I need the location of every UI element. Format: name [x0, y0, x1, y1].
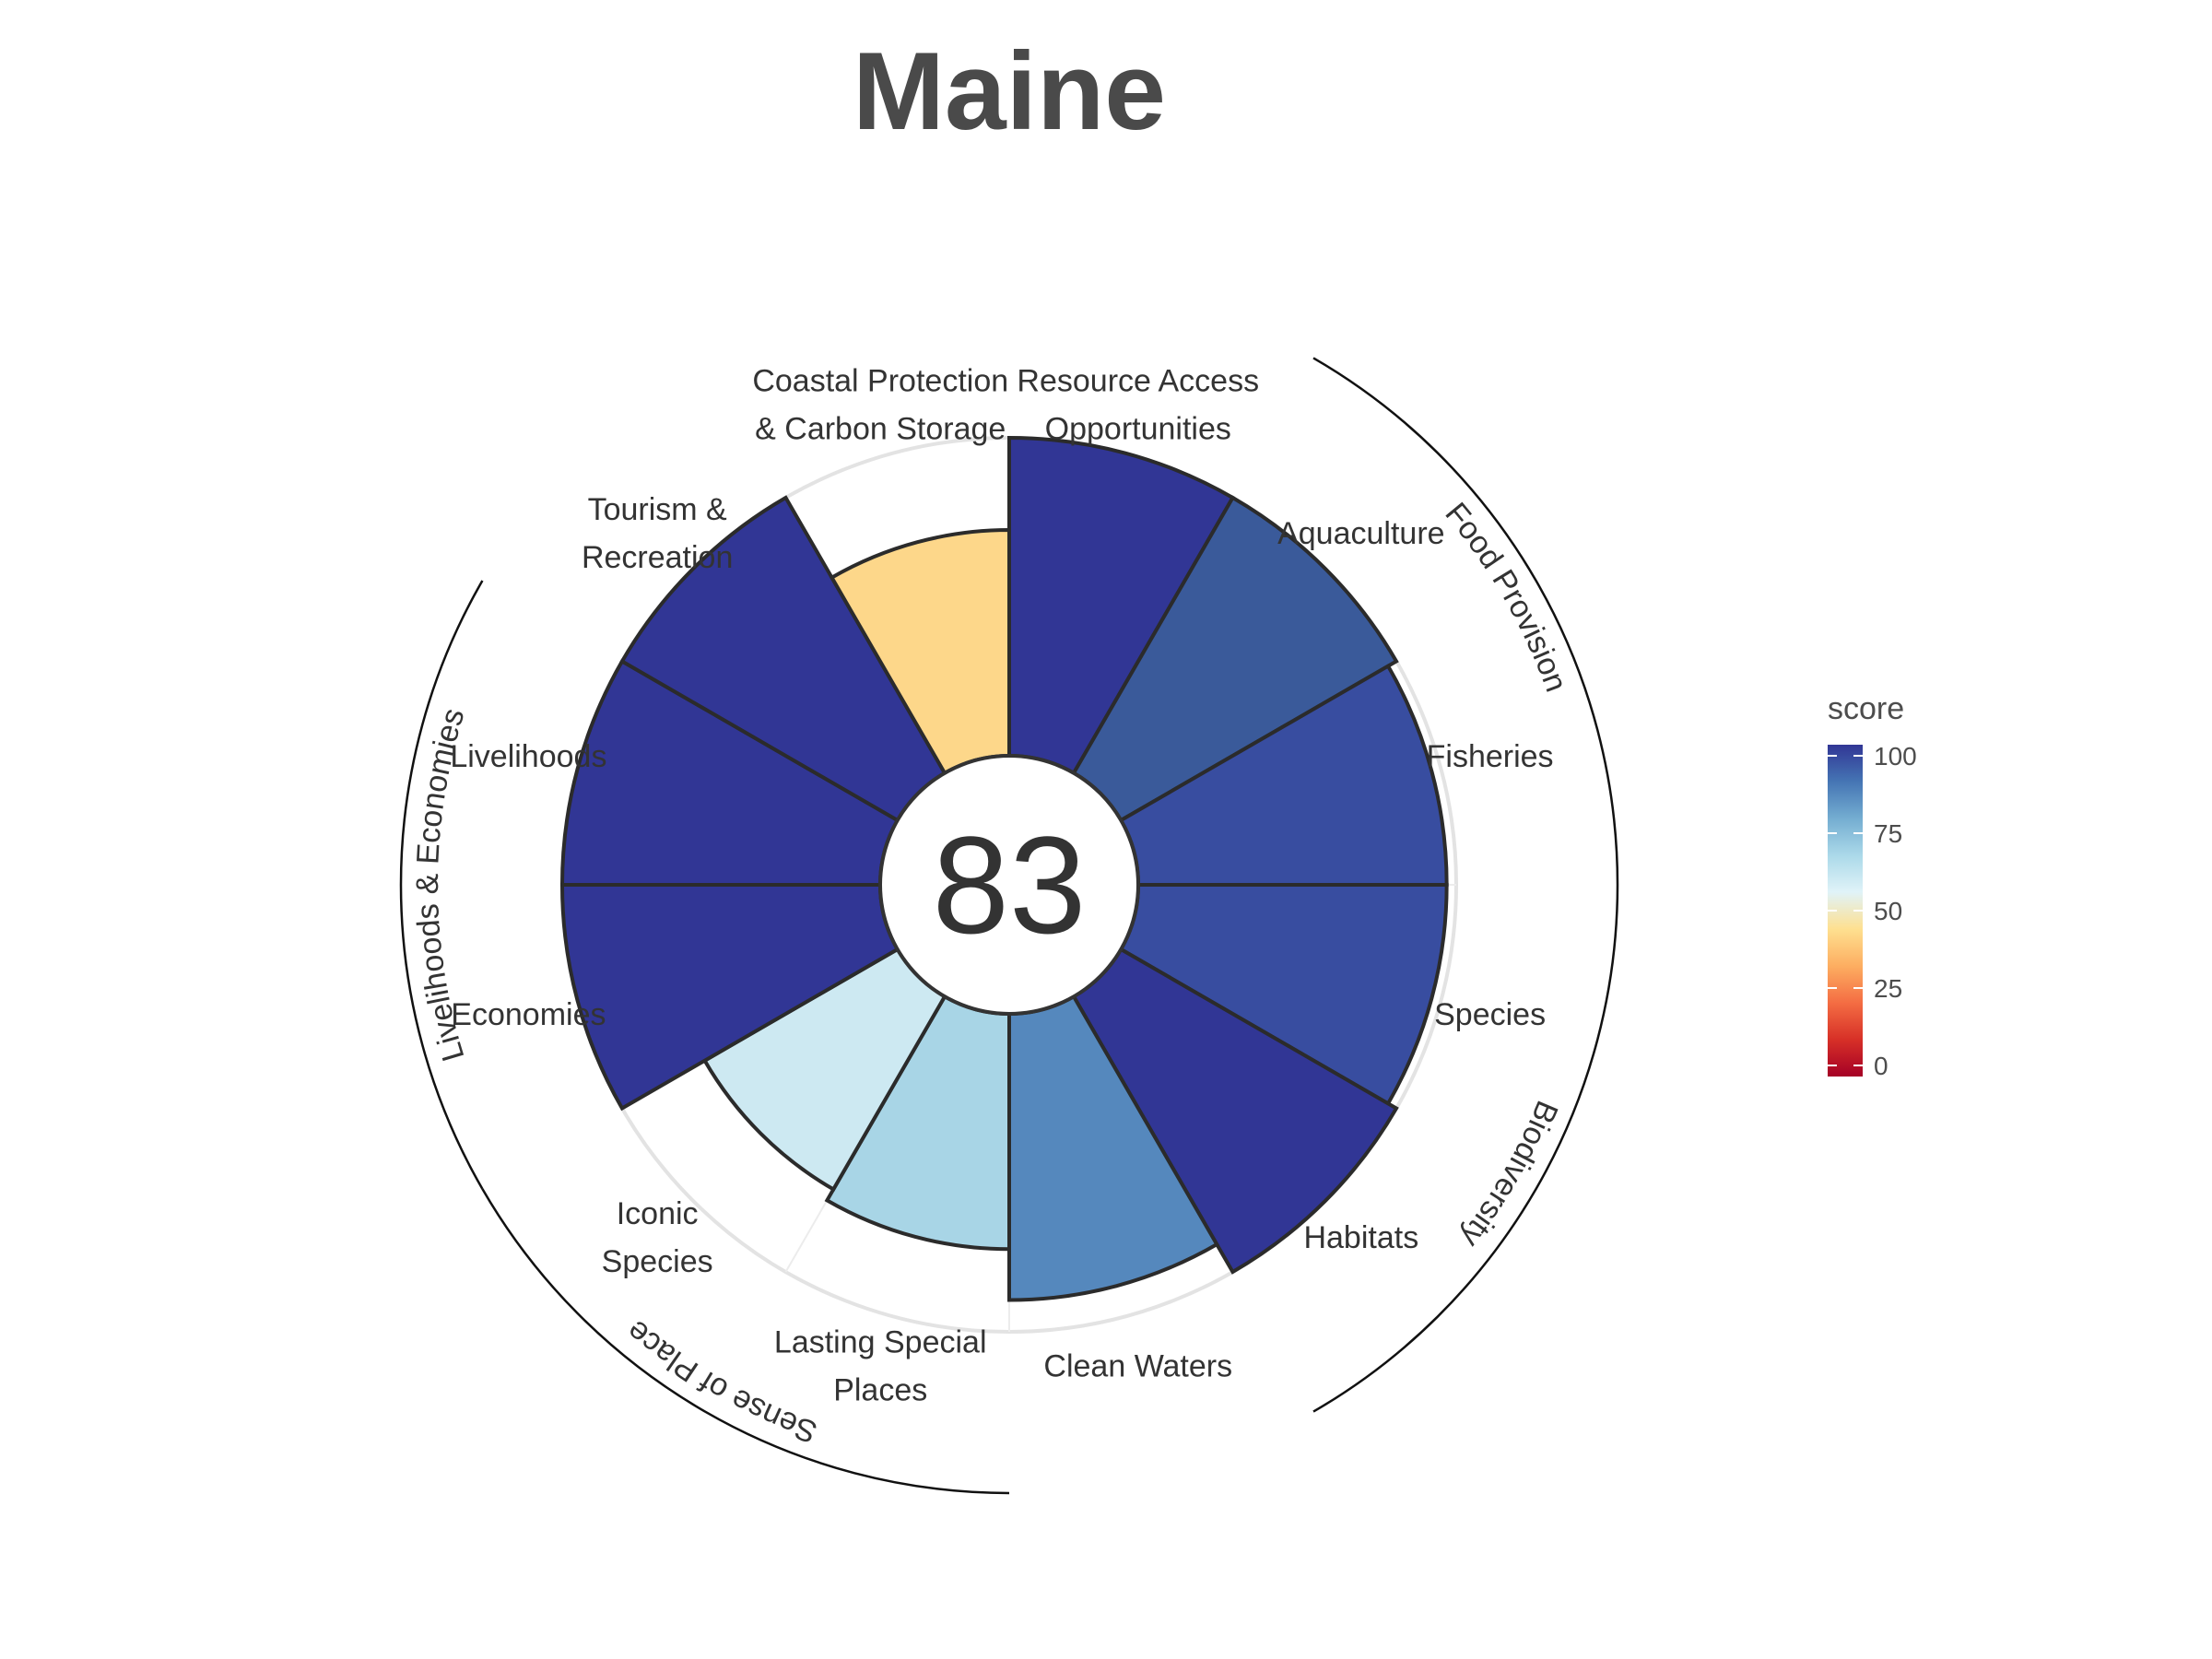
- group-label: Food Provision: [1438, 496, 1573, 696]
- legend-tick-label: 50: [1874, 897, 1902, 925]
- goal-label: Resource Access Opportunities: [1017, 363, 1259, 446]
- goal-label: Fisheries: [1427, 739, 1554, 774]
- score-legend: score 100 75 50 25 0: [1828, 691, 1917, 1080]
- group-arc: [1312, 357, 1619, 886]
- goal-label-layer: Resource Access Opportunities Aquaculture F…: [450, 363, 1553, 1407]
- group-arc: [399, 580, 484, 1190]
- goal-label: Species: [1434, 997, 1546, 1032]
- center-circle: [878, 754, 1140, 1016]
- group-arc: [481, 1188, 1010, 1495]
- goal-label: Aquaculture: [1277, 516, 1444, 551]
- chart-title: Maine: [853, 29, 1166, 153]
- goal-label: Livelihoods: [450, 739, 606, 774]
- legend-title: score: [1828, 691, 1904, 726]
- goal-label: Economies: [451, 997, 606, 1032]
- petal-layer: [559, 435, 1449, 1302]
- goal-label: Tourism & Recreation: [582, 492, 733, 575]
- goal-label: Habitats: [1303, 1220, 1418, 1255]
- legend-tick-label: 75: [1874, 819, 1902, 848]
- legend-tick-label: 25: [1874, 974, 1902, 1003]
- goal-label: Clean Waters: [1043, 1349, 1232, 1384]
- legend-tick-label: 100: [1874, 742, 1917, 771]
- overall-score: 83: [933, 807, 1087, 962]
- group-arc: [1312, 884, 1619, 1413]
- goal-label: Iconic Species: [602, 1196, 713, 1279]
- legend-tick-label: 0: [1874, 1052, 1888, 1080]
- goal-label: Coastal Protection & Carbon Storage: [752, 363, 1008, 446]
- goal-label: Lasting Special Places: [774, 1325, 987, 1408]
